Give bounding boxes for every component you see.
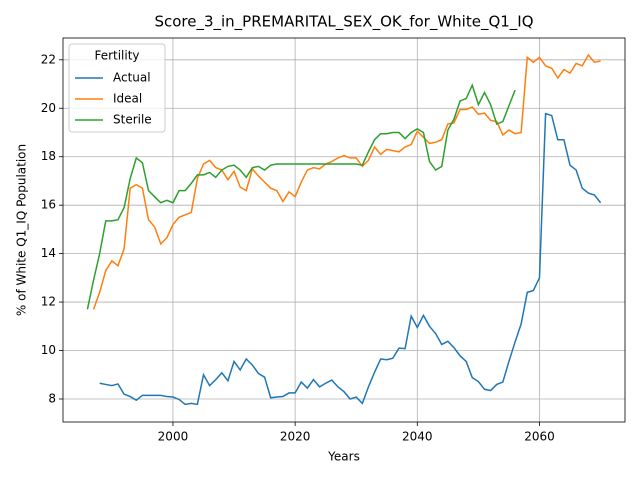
y-tick-label: 20	[41, 101, 56, 115]
x-tick-label: 2000	[158, 430, 189, 444]
legend-label: Actual	[113, 71, 151, 85]
legend-box	[68, 43, 166, 133]
series-line	[86, 83, 516, 310]
y-tick-label: 10	[41, 343, 56, 357]
legend-label: Ideal	[113, 92, 142, 106]
legend-title: Fertility	[94, 49, 139, 63]
x-axis-label: Years	[327, 450, 360, 464]
y-tick-label: 12	[41, 295, 56, 309]
y-tick-label: 18	[41, 149, 56, 163]
y-axis-label: % of White Q1_IQ Population	[15, 144, 29, 316]
plot-frame	[62, 37, 626, 423]
legend: Fertility Actual Ideal Sterile	[68, 43, 166, 133]
chart-title: Score_3_in_PREMARITAL_SEX_OK_for_White_Q…	[154, 13, 533, 32]
y-tick-label: 16	[41, 198, 56, 212]
x-tick-label: 2040	[402, 430, 433, 444]
y-tick-label: 14	[41, 246, 56, 260]
series-line	[99, 112, 602, 406]
legend-label: Sterile	[113, 113, 152, 127]
x-tick-label: 2060	[524, 430, 555, 444]
y-tick-label: 22	[41, 52, 56, 66]
y-tick-label: 8	[48, 391, 56, 405]
x-tick-label: 2020	[280, 430, 311, 444]
series-line	[92, 53, 601, 310]
